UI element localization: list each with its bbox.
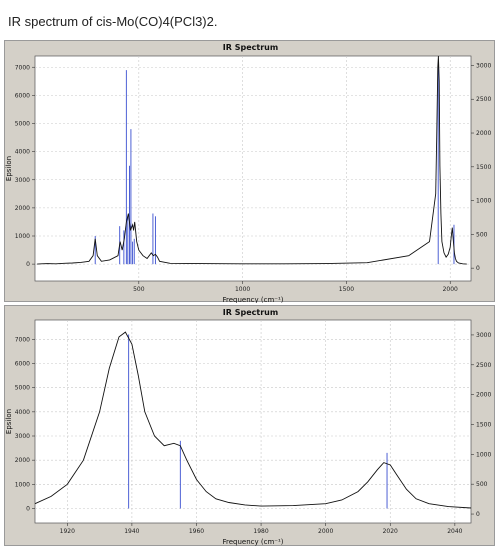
bottom-chart-xtick-label: 1920 <box>60 528 75 535</box>
bottom-chart-xtick-label: 1940 <box>124 528 139 535</box>
bottom-chart-ytick-label: 3000 <box>15 433 30 440</box>
top-chart-xtick-label: 2000 <box>443 286 458 293</box>
top-chart-y2tick-label: 2000 <box>476 130 491 137</box>
chart-top: IR Spectrum 500 1000 1500 2000 0 1000 2000 3000 4… <box>5 43 491 303</box>
bottom-chart-ytick-label: 7000 <box>15 336 30 343</box>
top-chart-y2tick-label: 1500 <box>476 164 491 171</box>
top-chart-ytick-label: 1000 <box>15 233 30 240</box>
top-chart-y2tick-label: 0 <box>476 265 480 272</box>
bottom-chart-xtick-label: 1960 <box>189 528 204 535</box>
top-chart-xtick-label: 500 <box>133 286 145 293</box>
bottom-chart-y2tick-label: 3000 <box>476 332 491 339</box>
bottom-chart-ylabel: Epsilon <box>5 409 13 434</box>
bottom-chart-xtick-label: 2040 <box>447 528 462 535</box>
bottom-chart-spectrum-line <box>34 331 472 509</box>
top-chart-y2tick-label: 1000 <box>476 198 491 205</box>
bottom-chart-title: IR Spectrum <box>223 308 278 317</box>
ir-spectrum-panel-top: IR Spectrum 500 1000 1500 2000 0 1000 2000 3000 4… <box>4 40 495 303</box>
bottom-chart-ytick-label: 5000 <box>15 385 30 392</box>
top-chart-ytick-label: 7000 <box>15 64 30 71</box>
top-chart-y2tick-label: 500 <box>476 231 488 238</box>
bottom-chart-ytick-label: 2000 <box>15 457 30 464</box>
bottom-chart-y2tick-label: 2500 <box>476 362 491 369</box>
top-chart-ytick-label: 3000 <box>15 177 30 184</box>
top-chart-ytick-label: 6000 <box>15 92 30 99</box>
bottom-chart-y2tick-label: 1500 <box>476 421 491 428</box>
top-chart-y2tick-label: 2500 <box>476 96 491 103</box>
top-chart-ylabel: Epsilon <box>5 156 13 181</box>
bottom-chart-y2tick-label: 2000 <box>476 392 491 399</box>
top-chart-ytick-label: 4000 <box>15 149 30 156</box>
bottom-chart-y2tick-label: 1000 <box>476 451 491 458</box>
top-chart-spectrum-line <box>37 55 467 265</box>
figure-caption: IR spectrum of cis-Mo(CO)4(PCl3)2. <box>8 14 218 29</box>
bottom-chart-ytick-label: 4000 <box>15 409 30 416</box>
top-chart-y2tick-label: 3000 <box>476 62 491 69</box>
bottom-chart-y2tick-label: 0 <box>476 511 480 518</box>
bottom-chart-plot-area <box>34 319 472 524</box>
bottom-chart-y2tick-label: 500 <box>476 481 488 488</box>
bottom-chart-ytick-label: 1000 <box>15 481 30 488</box>
bottom-chart-xtick-label: 2000 <box>318 528 333 535</box>
bottom-chart-xtick-label: 1980 <box>253 528 268 535</box>
top-chart-ytick-label: 5000 <box>15 121 30 128</box>
top-chart-ytick-label: 0 <box>26 261 30 268</box>
top-chart-xlabel: Frequency (cm⁻¹) <box>222 296 283 303</box>
bottom-chart-xlabel: Frequency (cm⁻¹) <box>222 538 283 546</box>
top-chart-ytick-label: 2000 <box>15 205 30 212</box>
bottom-chart-xtick-label: 2020 <box>383 528 398 535</box>
top-chart-xtick-label: 1000 <box>235 286 250 293</box>
bottom-chart-ytick-label: 6000 <box>15 361 30 368</box>
bottom-chart-ytick-label: 0 <box>26 506 30 513</box>
ir-spectrum-panel-bottom: IR Spectrum 1920 1940 1960 1980 2000 2020 2040 0… <box>4 305 495 546</box>
chart-bottom: IR Spectrum 1920 1940 1960 1980 2000 2020 2040 0… <box>5 308 491 546</box>
top-chart-plot-area <box>34 55 472 282</box>
top-chart-xtick-label: 1500 <box>339 286 354 293</box>
top-chart-title: IR Spectrum <box>223 43 278 52</box>
